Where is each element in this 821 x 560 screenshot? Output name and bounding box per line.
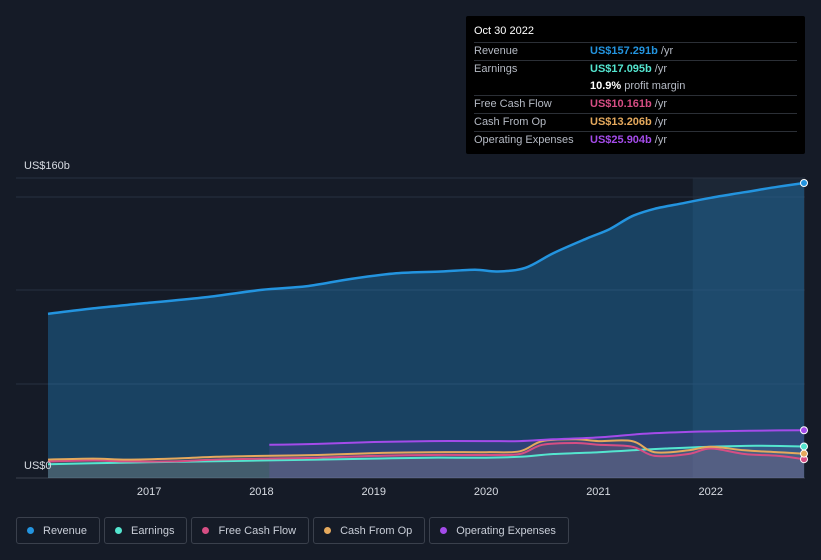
tooltip-row-value: 10.9% bbox=[590, 80, 622, 92]
tooltip-row-label: Free Cash Flow bbox=[474, 98, 552, 110]
x-tick-label: 2017 bbox=[137, 486, 161, 498]
highlight-band bbox=[692, 178, 805, 478]
series-areas bbox=[48, 183, 804, 478]
legend-item-operating-expenses[interactable]: Operating Expenses bbox=[429, 517, 569, 544]
legend-item-cash-from-op[interactable]: Cash From Op bbox=[313, 517, 426, 544]
legend-dot-icon bbox=[324, 527, 332, 534]
legend-dot-icon bbox=[27, 527, 34, 534]
tooltip-row-label: Cash From Op bbox=[474, 116, 547, 128]
tooltip-row: Free Cash Flow US$10.161b/yr bbox=[474, 95, 797, 113]
y-axis-top-label: US$160b bbox=[24, 160, 70, 172]
revenue-end-marker bbox=[800, 179, 808, 187]
y-axis-bottom-label: US$0 bbox=[24, 460, 52, 472]
tooltip-row-unit: /yr bbox=[654, 63, 667, 75]
tooltip-row-unit: /yr bbox=[654, 98, 667, 110]
legend-item-earnings[interactable]: Earnings bbox=[104, 517, 188, 544]
x-tick-label: 2018 bbox=[249, 486, 273, 498]
tooltip-row-label bbox=[474, 78, 590, 95]
revenue-line bbox=[47, 181, 805, 316]
earnings-end-marker bbox=[800, 442, 808, 451]
free-cash-flow-line bbox=[47, 442, 805, 463]
tooltip-date: Oct 30 2022 bbox=[474, 25, 534, 37]
cash-from-op-end-marker bbox=[800, 449, 808, 458]
legend-item-revenue[interactable]: Revenue bbox=[16, 517, 101, 544]
tooltip-row-unit: /yr bbox=[654, 134, 667, 146]
tooltip-row: Cash From Op US$13.206b/yr bbox=[474, 113, 797, 131]
legend-dot-icon bbox=[115, 527, 123, 534]
tooltip-row-value: US$13.206b bbox=[590, 116, 652, 128]
cash-from-op-line bbox=[47, 438, 805, 461]
series-lines bbox=[47, 181, 805, 466]
tooltip-row: Revenue US$157.291b/yr bbox=[474, 42, 797, 60]
x-tick-label: 2020 bbox=[474, 486, 498, 498]
tooltip-row-unit: /yr bbox=[660, 45, 674, 57]
tooltip-row-unit: profit margin bbox=[624, 80, 686, 92]
tooltip-row-label: Operating Expenses bbox=[474, 134, 574, 146]
tooltip-row: Operating Expenses US$25.904b/yr bbox=[474, 131, 797, 149]
legend-item-free-cash-flow[interactable]: Free Cash Flow bbox=[191, 517, 310, 544]
series-end-markers bbox=[800, 179, 808, 464]
tooltip-row: Earnings US$17.095b/yr bbox=[474, 60, 797, 78]
legend-dot-icon bbox=[202, 527, 210, 534]
operating-expenses-end-marker bbox=[800, 426, 808, 435]
x-axis-ticks: 2017 2018 2019 2020 2021 2022 bbox=[137, 486, 723, 498]
tooltip-row-value: US$157.291b bbox=[590, 45, 658, 57]
legend-label: Cash From Op bbox=[340, 524, 413, 537]
tooltip-row-unit: /yr bbox=[654, 116, 667, 128]
revenue-area bbox=[48, 183, 804, 478]
chart-canvas: 2017 2018 2019 2020 2021 2022 bbox=[16, 177, 808, 498]
legend-label: Operating Expenses bbox=[456, 524, 556, 537]
tooltip-row: 10.9% profit margin bbox=[474, 78, 797, 95]
legend-label: Earnings bbox=[131, 524, 175, 537]
earnings-area bbox=[48, 445, 804, 478]
tooltip-row-label: Earnings bbox=[474, 63, 518, 75]
legend-dot-icon bbox=[440, 527, 448, 534]
chart-legend: Revenue Earnings Free Cash Flow Cash From O… bbox=[16, 517, 573, 544]
data-tooltip: Oct 30 2022 Revenue US$157.291b/yr Earning… bbox=[466, 16, 805, 154]
tooltip-row-value: US$25.904b bbox=[590, 134, 652, 146]
operating-expenses-line bbox=[269, 429, 805, 446]
gridlines bbox=[16, 177, 805, 479]
tooltip-row-value: US$17.095b bbox=[590, 63, 652, 75]
x-tick-label: 2019 bbox=[362, 486, 386, 498]
x-tick-label: 2021 bbox=[586, 486, 610, 498]
tooltip-row-label: Revenue bbox=[474, 45, 519, 57]
tooltip-row-value: US$10.161b bbox=[590, 98, 652, 110]
legend-label: Free Cash Flow bbox=[218, 524, 297, 537]
legend-label: Revenue bbox=[43, 524, 88, 537]
x-tick-label: 2022 bbox=[699, 486, 723, 498]
